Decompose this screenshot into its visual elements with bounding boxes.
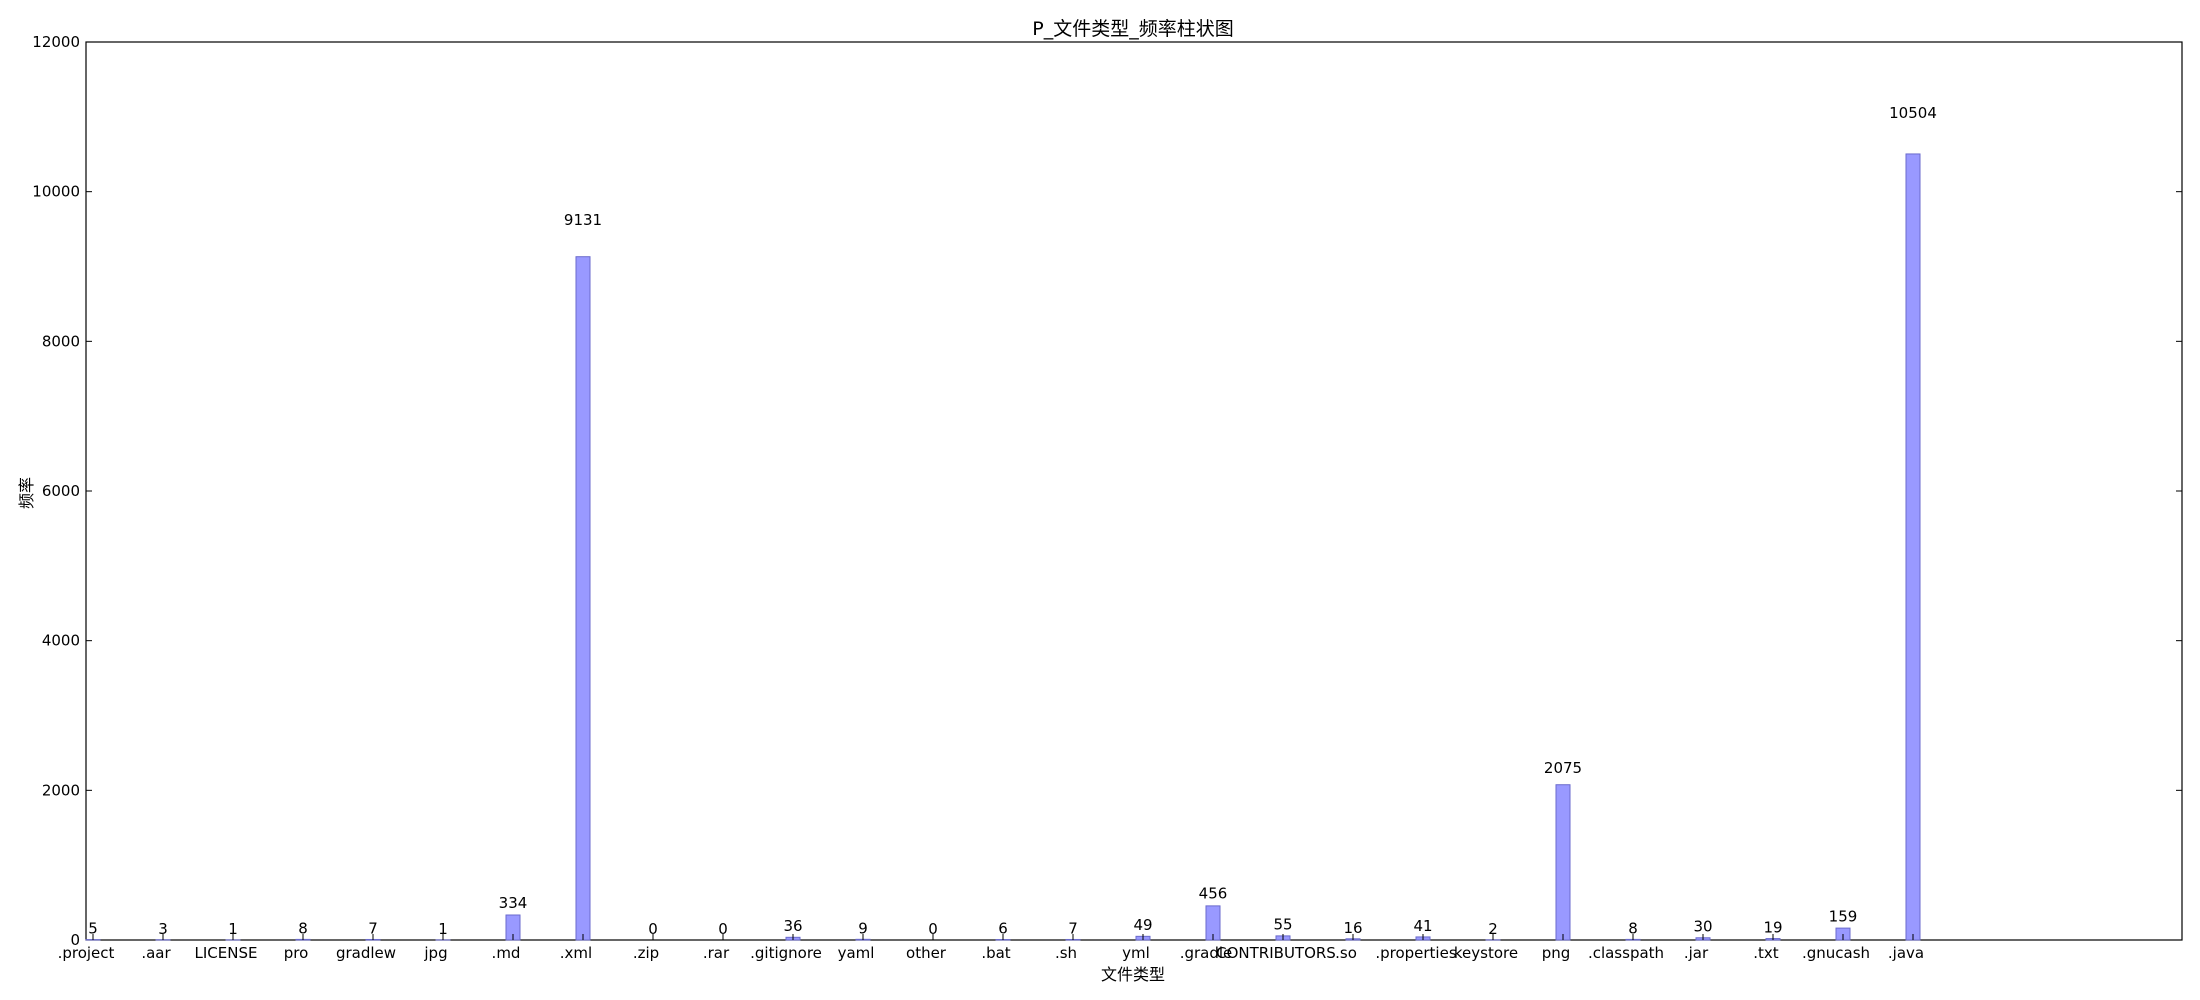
y-tick-label: 10000 (32, 183, 80, 201)
x-tick-label: .properties (1375, 944, 1456, 962)
x-tick-label: LICENSE (195, 944, 258, 962)
x-tick-label: .so (1335, 944, 1357, 962)
bar-value-label: 6 (998, 920, 1008, 938)
bar-value-label: 30 (1693, 918, 1712, 936)
bar-value-label: 9131 (564, 211, 602, 229)
bar-value-label: 7 (368, 919, 378, 937)
bar-value-label: 8 (298, 919, 308, 937)
y-axis-label: 频率 (17, 477, 36, 509)
x-tick-label: other (906, 944, 947, 962)
bar-value-label: 2 (1488, 920, 1498, 938)
bar-value-label: 5 (88, 920, 98, 938)
bar-value-label: 159 (1829, 908, 1858, 926)
x-tick-label: .gitignore (750, 944, 822, 962)
bar-value-label: 7 (1068, 919, 1078, 937)
chart-title: P_文件类型_频率柱状图 (1032, 18, 1233, 40)
x-tick-label: keystore (1454, 944, 1518, 962)
bar-value-label: 0 (648, 920, 658, 938)
bar (1555, 784, 1571, 941)
bar-value-label: 456 (1199, 885, 1228, 903)
y-tick-label: 2000 (42, 781, 80, 799)
bar-value-label: 36 (783, 917, 802, 935)
x-tick-label: .project (58, 944, 115, 962)
bar-value-label: 1 (228, 920, 238, 938)
x-tick-label: .md (492, 944, 521, 962)
bar-value-label: 0 (718, 920, 728, 938)
x-tick-label: .gradle (1180, 944, 1233, 962)
y-tick-label: 4000 (42, 632, 80, 650)
x-tick-label: .gnucash (1802, 944, 1870, 962)
x-tick-label: .jar (1684, 944, 1709, 962)
bar-value-label: 9 (858, 919, 868, 937)
x-axis-label: 文件类型 (1101, 965, 1165, 984)
x-tick-label: jpg (423, 944, 447, 962)
bar-value-label: 8 (1628, 919, 1638, 937)
bar-value-label: 49 (1133, 916, 1152, 934)
x-tick-label: .aar (141, 944, 171, 962)
x-tick-label: CONTRIBUTORS (1216, 944, 1336, 962)
bar-value-label: 19 (1763, 919, 1782, 937)
bar-value-label: 1 (438, 920, 448, 938)
bar (575, 256, 591, 941)
bar (1905, 153, 1921, 941)
bar-value-label: 2075 (1544, 759, 1582, 777)
bar-value-label: 334 (499, 894, 528, 912)
x-tick-label: .rar (703, 944, 730, 962)
bar-value-label: 55 (1273, 916, 1292, 934)
bar-value-label: 16 (1343, 919, 1362, 937)
bars-group: 5 3 1 8 7 1 334 9131 0 0 36 9 0 6 7 49 456 55 16 41 2 2075 8 30… (85, 104, 1937, 941)
y-tick-label: 12000 (32, 33, 80, 51)
x-tick-label: .sh (1055, 944, 1077, 962)
x-tick-label: .classpath (1588, 944, 1664, 962)
y-tick-label: 6000 (42, 482, 80, 500)
x-tick-label: yaml (838, 944, 875, 962)
x-tick-label: .zip (633, 944, 659, 962)
bar-value-label: 41 (1413, 917, 1432, 935)
bar-value-label: 3 (158, 920, 168, 938)
y-tick-label: 8000 (42, 332, 80, 350)
x-axis: .project .aar LICENSE pro gradlew jpg .md .xml.… (58, 934, 1924, 962)
x-tick-label: .bat (981, 944, 1010, 962)
x-tick-label: .xml (560, 944, 592, 962)
x-tick-label: .txt (1753, 944, 1779, 962)
bar-value-label: 0 (928, 920, 938, 938)
y-tick-label: 0 (70, 931, 80, 949)
x-tick-label: .java (1888, 944, 1924, 962)
x-tick-label: gradlew (336, 944, 396, 962)
x-tick-label: yml (1122, 944, 1150, 962)
x-tick-label: pro (284, 944, 309, 962)
plot-frame (85, 41, 2183, 941)
bar-value-label: 10504 (1889, 104, 1937, 122)
x-tick-label: png (1542, 944, 1571, 962)
